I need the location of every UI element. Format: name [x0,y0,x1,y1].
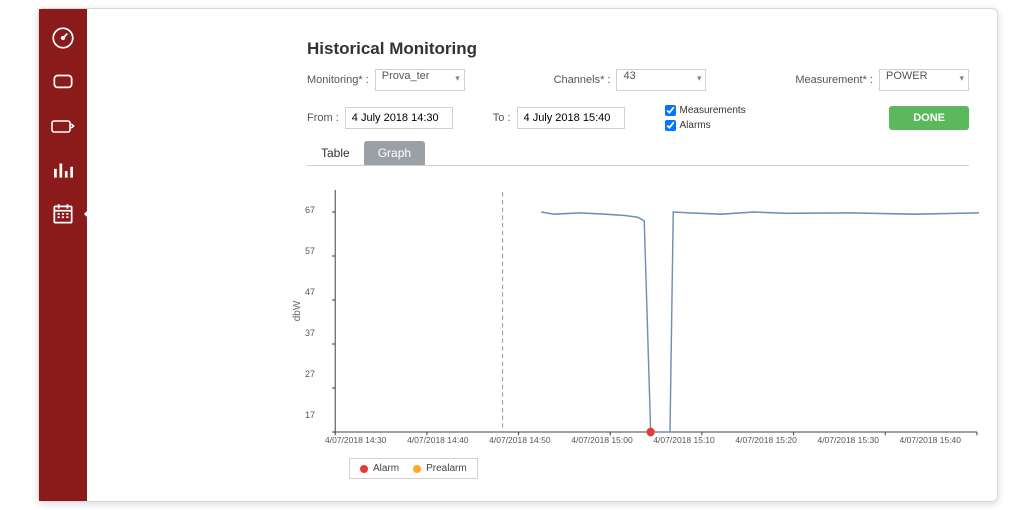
legend-dot-alarm [360,465,368,473]
monitor-icon [50,69,76,95]
monitoring-label: Monitoring* : [307,74,369,86]
from-input[interactable] [345,107,453,129]
x-tick-label: 4/07/2018 14:30 [325,435,386,445]
legend-dot-prealarm [413,465,421,473]
app-frame: Historical Monitoring Monitoring* : Prov… [38,8,998,502]
x-labels: 4/07/2018 14:30 4/07/2018 14:40 4/07/2018 … [325,435,961,445]
legend-alarm: Alarm [360,463,399,474]
channels-label: Channels* : [554,74,611,86]
gauge-icon [50,25,76,51]
x-tick-label: 4/07/2018 14:50 [489,435,550,445]
y-axis-label: dbW [292,301,303,322]
y-ticks: 17 27 37 47 57 67 [305,179,325,425]
y-tick-label: 57 [305,246,315,256]
page-title: Historical Monitoring [307,39,477,59]
filter-row-2: From : To : Measurements Alarms DONE [307,105,969,131]
sidebar-item-monitor[interactable] [46,65,80,99]
measurements-checkbox[interactable]: Measurements [665,105,746,116]
x-tick-label: 4/07/2018 15:30 [817,435,878,445]
sidebar-item-calendar[interactable] [46,197,80,231]
y-tick-label: 37 [305,328,315,338]
done-button[interactable]: DONE [889,106,969,130]
y-tick-label: 17 [305,410,315,420]
sidebar-item-gauge[interactable] [46,21,80,55]
x-tick-label: 4/07/2018 15:40 [900,435,961,445]
y-tick-label: 27 [305,369,315,379]
touch-icon [49,113,77,139]
x-tick-label: 4/07/2018 15:10 [653,435,714,445]
tab-graph[interactable]: Graph [364,141,425,165]
to-label: To : [493,112,511,124]
tabs: Table Graph [307,141,969,166]
to-input[interactable] [517,107,625,129]
sidebar-item-bars[interactable] [46,153,80,187]
alarms-checkbox[interactable]: Alarms [665,120,746,131]
x-tick-label: 4/07/2018 14:40 [407,435,468,445]
y-tick-label: 67 [305,205,315,215]
monitoring-select[interactable]: Prova_ter [375,69,465,91]
x-tick-label: 4/07/2018 15:20 [735,435,796,445]
sidebar-item-touch[interactable] [46,109,80,143]
filter-row-1: Monitoring* : Prova_ter Channels* : 43 M… [307,69,969,91]
from-label: From : [307,112,339,124]
legend: Alarm Prealarm [349,458,478,479]
y-tick-label: 47 [305,287,315,297]
channels-select[interactable]: 43 [616,69,706,91]
tab-table[interactable]: Table [307,141,364,165]
chart-svg [325,179,979,443]
measurement-label: Measurement* : [795,74,873,86]
bars-icon [50,157,76,183]
calendar-icon [50,201,76,227]
legend-prealarm: Prealarm [413,463,467,474]
sidebar [39,9,87,501]
x-tick-label: 4/07/2018 15:00 [571,435,632,445]
measurement-select[interactable]: POWER [879,69,969,91]
chart-container: dbW 172737475767 4/07/2018 14:304/07/201… [307,179,961,443]
